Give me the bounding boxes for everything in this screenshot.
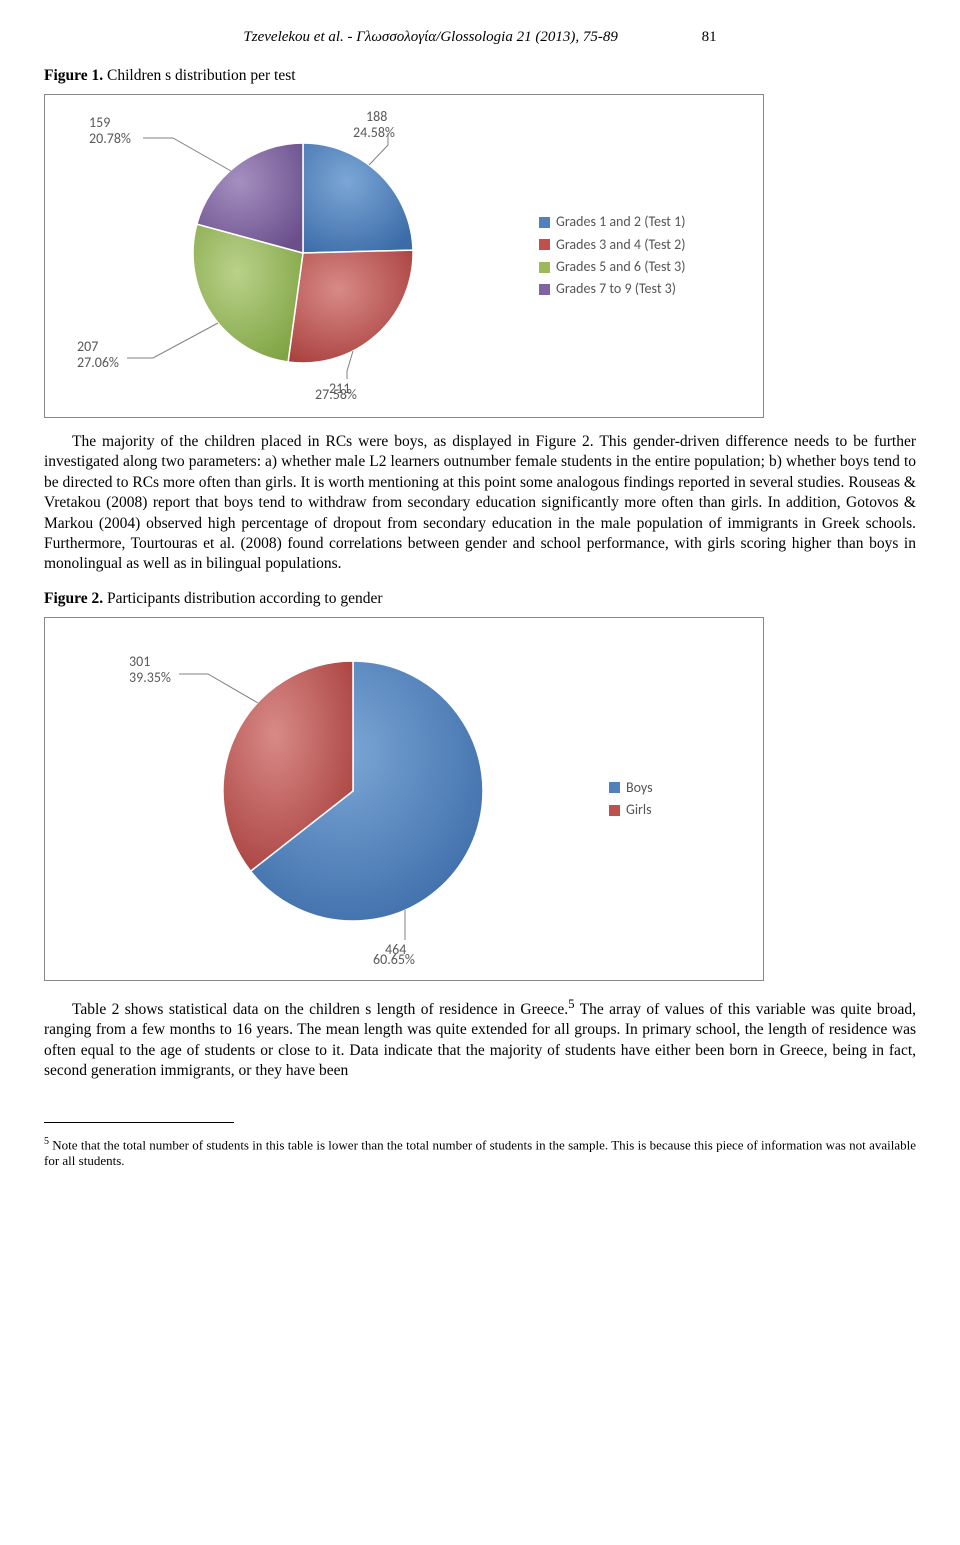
fig1-slice1-count: 188 <box>366 108 387 125</box>
legend-item: Grades 1 and 2 (Test 1) <box>539 213 686 231</box>
paragraph-2: Table 2 shows statistical data on the ch… <box>44 995 916 1082</box>
fig2-slice1-pct: 60.65% <box>373 951 415 966</box>
figure1-title: Children s distribution per test <box>107 67 296 84</box>
footnote-separator <box>44 1122 234 1123</box>
fig2-slice2-count: 301 <box>129 653 150 670</box>
fig1-slice4-pct: 20.78% <box>89 130 131 147</box>
figure1-chart: 188 24.58% 211 27.58% 207 27.06% 159 20.… <box>44 94 764 417</box>
legend-item: Boys <box>609 779 653 797</box>
paragraph-1: The majority of the children placed in R… <box>44 432 916 575</box>
figure1-caption: Figure 1. Children s distribution per te… <box>44 66 916 86</box>
fig2-slice2-pct: 39.35% <box>129 669 171 686</box>
legend-label: Grades 5 and 6 (Test 3) <box>556 258 686 276</box>
fig1-slice3-count: 207 <box>77 338 98 355</box>
legend-swatch-icon <box>609 782 620 793</box>
legend-item: Girls <box>609 801 653 819</box>
legend-item: Grades 7 to 9 (Test 3) <box>539 280 686 298</box>
figure2-title: Participants distribution according to g… <box>107 590 383 607</box>
figure2-legend: Boys Girls <box>609 775 653 824</box>
legend-swatch-icon <box>539 262 550 273</box>
fig1-slice2-pct: 27.58% <box>315 386 357 403</box>
figure1-label: Figure 1. <box>44 67 103 84</box>
fig1-slice1-pct: 24.58% <box>353 124 395 141</box>
legend-label: Grades 7 to 9 (Test 3) <box>556 280 676 298</box>
figure2-pie: 464 60.65% 301 39.35% <box>53 626 593 971</box>
legend-swatch-icon <box>539 284 550 295</box>
running-title: Tzevelekou et al. - Γλωσσολογία/Glossolo… <box>243 29 617 45</box>
footnote-5: 5 Note that the total number of students… <box>44 1136 916 1170</box>
legend-item: Grades 5 and 6 (Test 3) <box>539 258 686 276</box>
legend-label: Grades 1 and 2 (Test 1) <box>556 213 686 231</box>
para2-before: Table 2 shows statistical data on the ch… <box>72 1001 568 1018</box>
legend-label: Boys <box>626 779 653 797</box>
fig1-slice3-pct: 27.06% <box>77 354 119 371</box>
figure1-pie: 188 24.58% 211 27.58% 207 27.06% 159 20.… <box>53 103 523 408</box>
footnote-text: Note that the total number of students i… <box>44 1137 916 1168</box>
legend-label: Girls <box>626 801 652 819</box>
figure2-caption: Figure 2. Participants distribution acco… <box>44 589 916 609</box>
legend-item: Grades 3 and 4 (Test 2) <box>539 236 686 254</box>
fig1-slice4-count: 159 <box>89 114 110 131</box>
figure2-label: Figure 2. <box>44 590 103 607</box>
legend-swatch-icon <box>539 217 550 228</box>
running-header: Tzevelekou et al. - Γλωσσολογία/Glossolo… <box>44 28 916 48</box>
legend-swatch-icon <box>609 805 620 816</box>
page-number: 81 <box>702 28 717 48</box>
figure2-chart: 464 60.65% 301 39.35% Boys Girls <box>44 617 764 980</box>
figure1-legend: Grades 1 and 2 (Test 1) Grades 3 and 4 (… <box>539 209 686 303</box>
legend-swatch-icon <box>539 239 550 250</box>
legend-label: Grades 3 and 4 (Test 2) <box>556 236 686 254</box>
